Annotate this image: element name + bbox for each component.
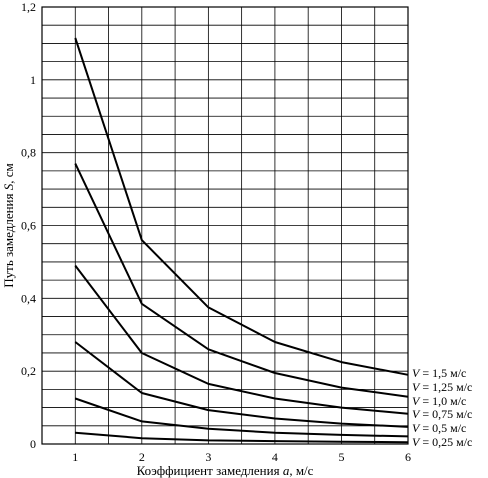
y-tick-label: 0,2: [21, 364, 36, 378]
y-tick-label: 0,8: [21, 146, 36, 160]
y-axis-label-var: S: [1, 183, 16, 190]
legend-label-value: = 1,5 м/с: [419, 366, 466, 380]
legend-label: V = 1,0 м/с: [412, 394, 466, 408]
series-line: [74, 341, 409, 428]
legend-label-var: V: [412, 366, 421, 380]
legend-label-value: = 0,25 м/с: [419, 435, 472, 449]
series-line: [74, 264, 409, 415]
grid: [42, 7, 408, 444]
legend-label: V = 1,25 м/с: [412, 380, 472, 394]
plot-frame: [41, 6, 409, 445]
series-group: [74, 37, 409, 444]
x-axis-label-suffix: , м/с: [289, 463, 313, 478]
x-tick-labels: 1 2 3 4 5 6: [72, 450, 411, 464]
series-line: [74, 163, 409, 398]
legend-label: V = 1,5 м/с: [412, 366, 466, 380]
legend-label: V = 0,5 м/с: [412, 421, 466, 435]
series-line: [74, 37, 409, 376]
x-tick-label: 5: [338, 450, 344, 464]
x-tick-label: 4: [272, 450, 278, 464]
legend: V = 1,5 м/сV = 1,25 м/сV = 1,0 м/сV = 0,…: [412, 366, 472, 449]
legend-label-var: V: [412, 435, 421, 449]
legend-label-var: V: [412, 380, 421, 394]
legend-label-value: = 0,75 м/с: [419, 407, 472, 421]
legend-label-var: V: [412, 394, 421, 408]
y-axis-label: Путь замедления S, см: [1, 163, 16, 288]
x-axis-label-prefix: Коэффициент замедления: [137, 463, 283, 478]
series-line: [75, 431, 409, 444]
legend-label: V = 0,75 м/с: [412, 407, 472, 421]
legend-label-var: V: [412, 407, 421, 421]
y-axis-label-prefix: Путь замедления: [1, 190, 16, 288]
legend-label-value: = 0,5 м/с: [419, 421, 466, 435]
x-tick-label: 1: [72, 450, 78, 464]
legend-label-value: = 1,0 м/с: [419, 394, 466, 408]
y-tick-label: 1: [30, 73, 36, 87]
y-tick-label: 0: [30, 437, 36, 451]
x-axis-label-var: a: [283, 463, 290, 478]
legend-label-value: = 1,25 м/с: [419, 380, 472, 394]
x-axis-label: Коэффициент замедления a, м/с: [137, 463, 314, 478]
y-tick-label: 0,4: [21, 291, 36, 305]
y-axis-label-suffix: , см: [1, 163, 16, 184]
x-tick-label: 2: [139, 450, 145, 464]
x-tick-label: 6: [405, 450, 411, 464]
y-tick-labels: 0 0,2 0,4 0,6 0,8 1 1,2: [21, 0, 36, 451]
x-tick-label: 3: [205, 450, 211, 464]
legend-label-var: V: [412, 421, 421, 435]
y-tick-label: 1,2: [21, 0, 36, 14]
legend-label: V = 0,25 м/с: [412, 435, 472, 449]
series-line: [74, 397, 409, 438]
y-tick-label: 0,6: [21, 219, 36, 233]
